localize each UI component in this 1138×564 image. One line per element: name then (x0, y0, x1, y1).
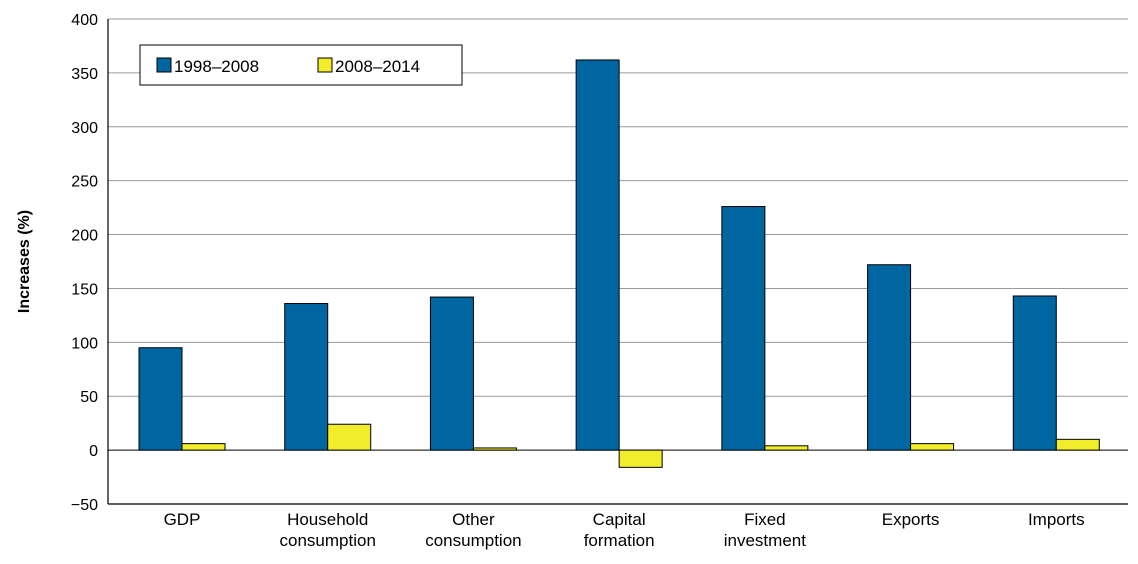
bar (1012, 295, 1057, 451)
y-tick-label: 400 (71, 12, 98, 29)
bar (721, 206, 766, 451)
legend-swatch (156, 57, 172, 73)
y-tick-label: 100 (71, 335, 98, 352)
y-tick-label: −50 (71, 497, 98, 514)
x-tick-label: Fixed (744, 510, 786, 529)
y-tick-label: 350 (71, 66, 98, 83)
x-tick-label: Household (287, 510, 368, 529)
bar (867, 264, 912, 451)
bar (327, 423, 372, 451)
y-tick-label: 250 (71, 174, 98, 191)
bar (429, 296, 474, 451)
bar (910, 443, 955, 451)
x-tick-label: Exports (882, 510, 940, 529)
axes (107, 19, 1128, 505)
bar (472, 447, 517, 451)
bar (284, 303, 329, 451)
y-tick-label: 0 (89, 443, 98, 460)
bar (181, 443, 226, 451)
y-axis-title: Increases (%) (16, 210, 33, 313)
bar (1055, 438, 1100, 451)
legend-label: 2008–2014 (335, 57, 420, 76)
x-tick-label: GDP (164, 510, 201, 529)
legend-label: 1998–2008 (174, 57, 259, 76)
y-tick-label: 150 (71, 281, 98, 298)
bar (138, 347, 183, 451)
legend-box (139, 44, 463, 86)
x-tick-label: Other (452, 510, 495, 529)
y-tick-label: 300 (71, 120, 98, 137)
x-tick-label: consumption (280, 531, 376, 550)
x-tick-label: investment (724, 531, 806, 550)
legend: 1998–2008 2008–2014 (139, 44, 463, 86)
x-tick-label: Capital (593, 510, 646, 529)
bar (764, 445, 809, 451)
x-tick-label: consumption (425, 531, 521, 550)
x-tick-label: formation (584, 531, 655, 550)
axis-labels: −50 0 50 100 150 200 250 300 350 400 GDP Household c… (71, 12, 1085, 550)
x-tick-label: Imports (1028, 510, 1085, 529)
bar (618, 449, 663, 468)
y-tick-label: 50 (80, 389, 98, 406)
y-tick-label: 200 (71, 228, 98, 245)
legend-swatch (317, 57, 333, 73)
bar (575, 59, 620, 451)
bars (138, 59, 1100, 468)
